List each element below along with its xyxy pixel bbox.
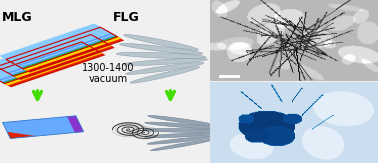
Polygon shape (143, 128, 221, 132)
Polygon shape (0, 32, 104, 74)
Polygon shape (7, 132, 36, 139)
Polygon shape (145, 122, 218, 129)
Polygon shape (0, 40, 96, 82)
Polygon shape (8, 28, 119, 70)
Polygon shape (116, 52, 206, 59)
Polygon shape (0, 36, 112, 78)
Polygon shape (0, 41, 97, 83)
Polygon shape (0, 45, 105, 87)
Polygon shape (119, 44, 203, 54)
Polygon shape (12, 31, 124, 73)
Polygon shape (0, 24, 111, 65)
Polygon shape (0, 34, 107, 75)
Polygon shape (0, 45, 104, 86)
Polygon shape (147, 136, 216, 144)
Polygon shape (0, 31, 102, 73)
Polygon shape (6, 27, 118, 69)
Polygon shape (0, 42, 99, 84)
Polygon shape (0, 38, 93, 80)
Text: FLG: FLG (112, 11, 139, 24)
Polygon shape (0, 44, 102, 85)
Polygon shape (9, 29, 121, 71)
Polygon shape (2, 37, 113, 79)
Polygon shape (0, 36, 110, 77)
Polygon shape (0, 35, 108, 76)
Polygon shape (150, 139, 213, 151)
Polygon shape (130, 67, 200, 83)
Polygon shape (124, 35, 198, 50)
Text: MLG: MLG (2, 11, 33, 24)
Polygon shape (122, 58, 208, 66)
Polygon shape (0, 43, 101, 85)
Polygon shape (4, 26, 116, 68)
Polygon shape (11, 30, 122, 72)
Polygon shape (3, 38, 115, 80)
Polygon shape (144, 133, 219, 138)
Polygon shape (148, 116, 215, 126)
Polygon shape (3, 25, 115, 67)
Polygon shape (3, 116, 84, 139)
Text: 1300-1400
vacuum: 1300-1400 vacuum (82, 63, 135, 84)
Polygon shape (0, 33, 105, 74)
Polygon shape (0, 39, 94, 81)
Polygon shape (1, 24, 113, 66)
Polygon shape (67, 116, 84, 133)
Polygon shape (125, 63, 204, 74)
